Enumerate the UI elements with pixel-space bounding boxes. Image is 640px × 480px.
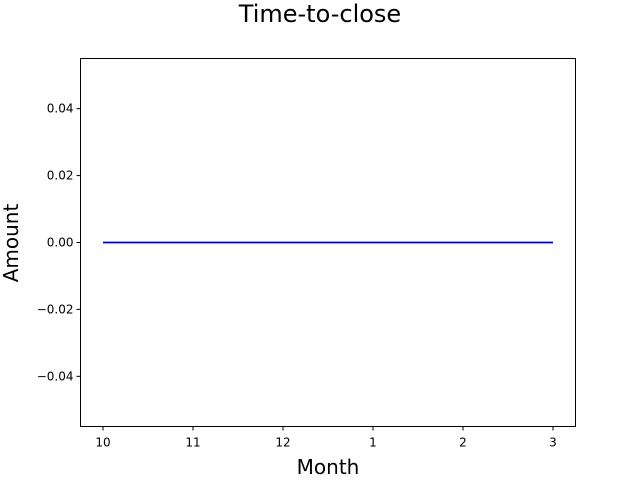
y-axis: −0.04 −0.02 0.00 0.02 0.04 <box>37 102 81 383</box>
x-tick-label: 12 <box>275 436 290 450</box>
x-tick-label: 10 <box>95 436 110 450</box>
x-tick-label: 2 <box>459 436 467 450</box>
x-axis: 10 11 12 1 2 3 <box>95 426 557 450</box>
chart-title: Time-to-close <box>238 0 401 28</box>
y-axis-label: Amount <box>0 204 23 283</box>
y-tick-label: 0.04 <box>47 102 74 116</box>
x-tick-label: 11 <box>185 436 200 450</box>
y-tick-label: 0.02 <box>47 169 74 183</box>
x-axis-label: Month <box>297 455 360 479</box>
y-tick-label: 0.00 <box>47 236 74 250</box>
x-tick-label: 1 <box>369 436 377 450</box>
y-tick-label: −0.02 <box>37 302 74 316</box>
x-tick-label: 3 <box>549 436 557 450</box>
y-tick-label: −0.04 <box>37 369 74 383</box>
